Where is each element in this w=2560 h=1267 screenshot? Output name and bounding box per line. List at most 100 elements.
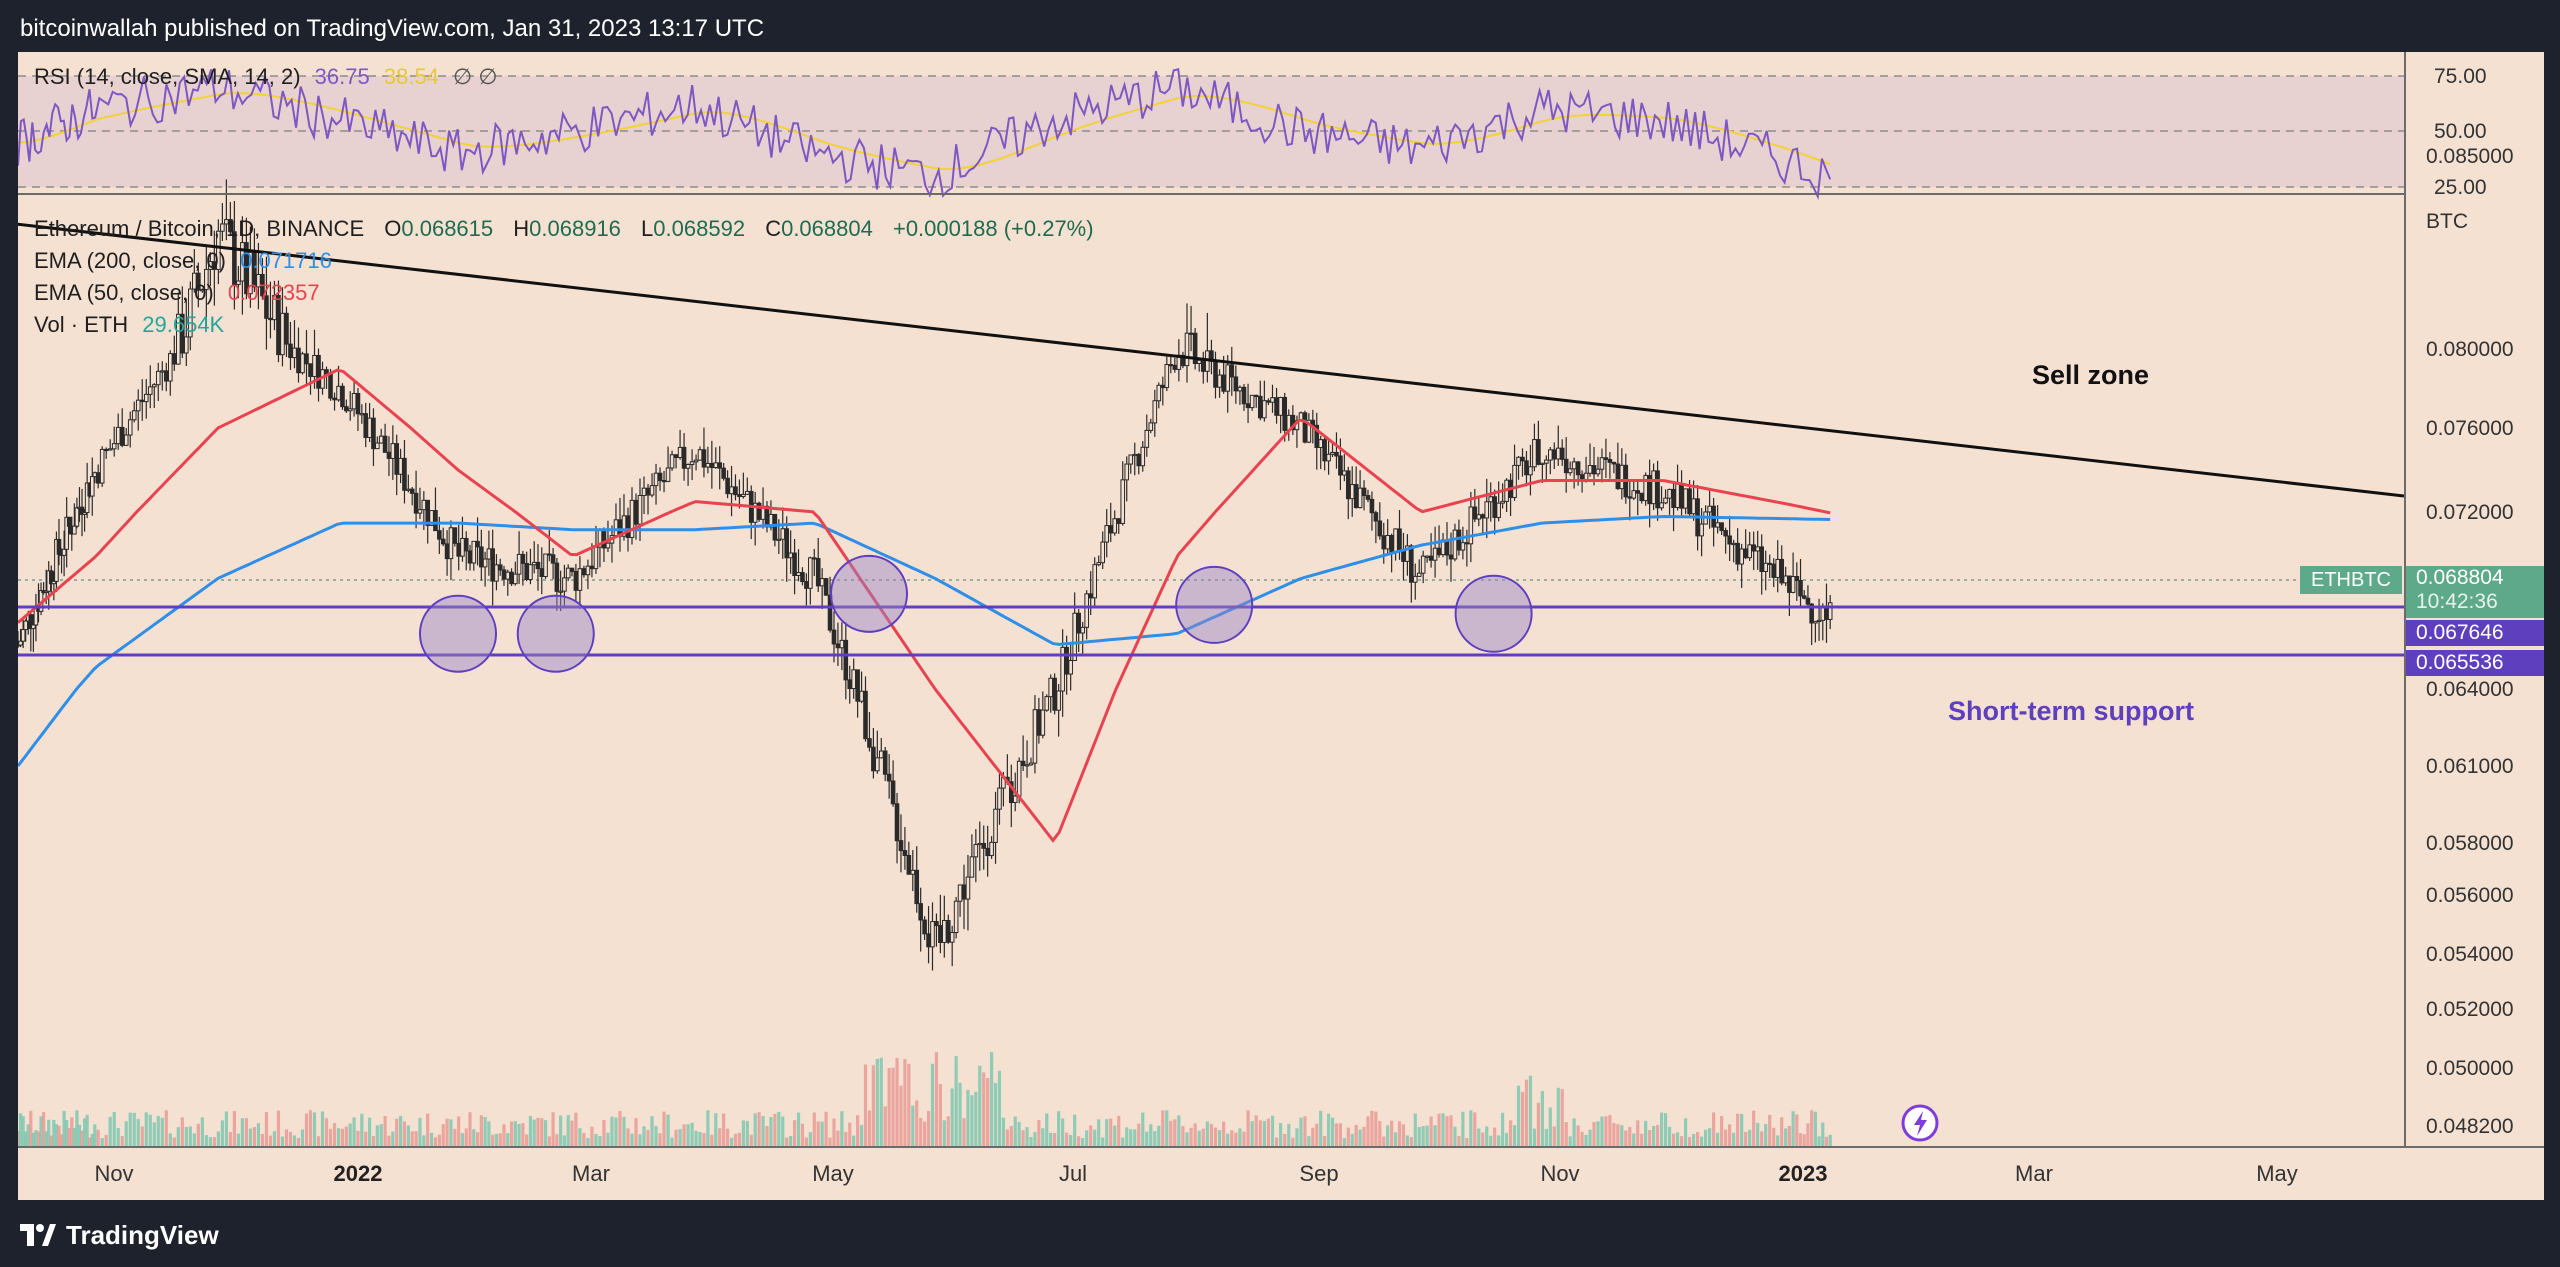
candle-body [1334, 451, 1339, 457]
volume-bar [1552, 1126, 1556, 1146]
chart-area[interactable]: RSI (14, close, SMA, 14, 2) 36.75 38.54 … [18, 52, 2404, 1146]
volume-bar [1177, 1115, 1181, 1146]
candle-body [890, 780, 896, 805]
candle-body [505, 571, 511, 580]
volume-bar [856, 1115, 860, 1146]
candle-body [875, 757, 880, 772]
candle-body [573, 570, 579, 591]
candle-body [1500, 500, 1505, 504]
volume-bar [962, 1118, 966, 1146]
candle-body [1108, 525, 1114, 534]
volume-bar [24, 1131, 28, 1146]
candle-body [1603, 457, 1609, 461]
candle-body [260, 273, 265, 297]
volume-bar [773, 1113, 777, 1146]
candle-body [1369, 498, 1375, 514]
candle-body [1048, 677, 1054, 698]
volume-bar [1798, 1133, 1803, 1146]
volume-bar [252, 1127, 257, 1146]
volume-bar [658, 1133, 662, 1146]
volume-bar [903, 1059, 907, 1146]
candle-body [1068, 660, 1073, 675]
candle-body [776, 538, 782, 541]
volume-bar [196, 1123, 200, 1146]
candle-body [216, 230, 221, 270]
volume-bar [930, 1063, 935, 1146]
candle-body [1092, 564, 1097, 599]
chart-svg[interactable] [18, 52, 2404, 1146]
volume-bar [1246, 1110, 1250, 1146]
candle-body [1524, 460, 1529, 476]
volume-bar [954, 1056, 958, 1146]
volume-bar [1326, 1113, 1331, 1146]
candle-body [665, 467, 671, 482]
volume-bar [1620, 1125, 1624, 1146]
volume-bar [555, 1134, 559, 1146]
volume-bar [1572, 1118, 1576, 1146]
candle-body [705, 462, 711, 468]
volume-bar [188, 1126, 192, 1146]
volume-bar [375, 1125, 379, 1146]
volume-bar [1608, 1114, 1612, 1146]
candle-body [1627, 496, 1633, 499]
candle-body [328, 373, 333, 399]
volume-bar [429, 1132, 434, 1146]
volume-bar [1632, 1133, 1636, 1146]
candle-body [1496, 502, 1501, 518]
volume-bar [1687, 1137, 1692, 1146]
descending-trendline[interactable] [18, 222, 2404, 498]
candle-body [1448, 554, 1454, 560]
candle-body [43, 590, 49, 594]
candle-body [1727, 535, 1732, 545]
volume-bar [1636, 1120, 1640, 1146]
candle-body [969, 856, 975, 878]
candle-body [1787, 575, 1792, 593]
candle-body [163, 370, 169, 382]
volume-bar [543, 1120, 548, 1146]
volume-bar [320, 1111, 325, 1146]
volume-bar [39, 1116, 43, 1146]
volume-bar [509, 1121, 514, 1146]
candle-body [440, 538, 446, 545]
candle-body [1381, 535, 1387, 550]
lightning-icon[interactable] [1901, 1104, 1939, 1142]
volume-bar [1358, 1129, 1362, 1146]
candle-body [406, 488, 411, 491]
volume-bar [479, 1115, 483, 1146]
volume-bar [749, 1134, 753, 1146]
candle-body [1452, 529, 1458, 560]
volume-bar [422, 1135, 426, 1146]
price-axis-tick: 0.050000 [2426, 1057, 2514, 1080]
volume-bar [875, 1058, 879, 1146]
volume-bar [140, 1126, 144, 1146]
tradingview-logo[interactable]: TradingView [20, 1215, 219, 1255]
candle-body [433, 510, 438, 532]
volume-bar [1817, 1136, 1821, 1146]
candle-body [1424, 555, 1430, 558]
volume-bar [304, 1113, 309, 1146]
volume-bar [96, 1129, 100, 1146]
candle-body [1575, 461, 1581, 476]
candle-body [1563, 458, 1569, 474]
volume-bar [21, 1116, 25, 1146]
candle-body [1008, 781, 1014, 804]
volume-bar [1704, 1129, 1708, 1146]
candle-body [653, 472, 659, 487]
volume-bar [1342, 1137, 1346, 1146]
volume-bar [1201, 1128, 1205, 1146]
volume-bar [650, 1116, 654, 1146]
candle-body [1798, 579, 1803, 597]
pane-separator[interactable] [18, 193, 2544, 195]
candle-body [513, 573, 518, 585]
time-axis[interactable]: Nov 2022 Mar May Jul Sep Nov 2023 Mar Ma… [18, 1148, 2544, 1200]
volume-bar [1720, 1115, 1724, 1146]
candle-body [906, 854, 912, 875]
candle-body [863, 690, 868, 740]
candle-body [1168, 364, 1174, 367]
candle-body [709, 462, 715, 469]
candle-body [1084, 593, 1089, 628]
current-price-badge: 0.068804 10:42:36 [2406, 566, 2544, 618]
candle-body [1112, 518, 1118, 534]
volume-bar [1425, 1125, 1429, 1146]
candle-body [1196, 359, 1202, 364]
